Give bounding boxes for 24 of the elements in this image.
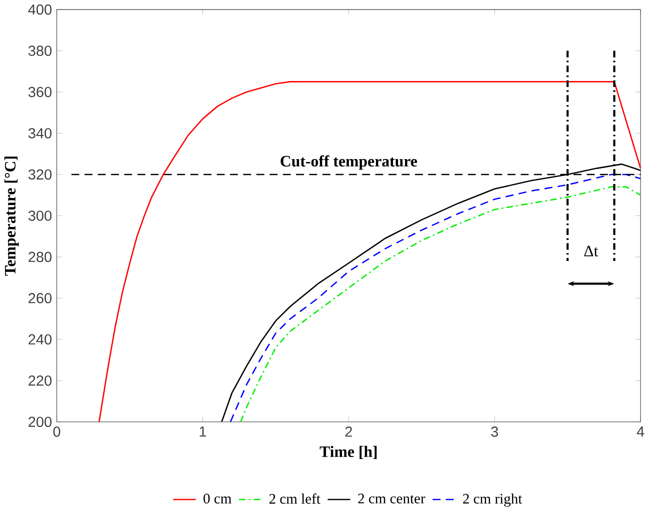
legend-label: 2 cm center [358,494,426,504]
y-tick-label: 200 [28,416,52,428]
x-tick-label: 1 [200,426,206,437]
y-axis-title: Temperature [°C] [4,156,19,276]
y-tick-label: 400 [28,4,52,15]
y-tick-label: 380 [28,46,52,56]
y-tick-label: 360 [28,86,52,98]
y-tick-label: 220 [28,376,52,386]
x-tick-label: 2 [345,426,352,437]
y-tick-label: 240 [28,334,52,345]
x-axis-title: Time [h] [320,446,377,460]
y-tick-label: 320 [28,169,52,180]
x-tick-label: 4 [636,426,644,437]
y-tick-label: 340 [28,128,52,138]
y-tick-label: 280 [28,252,52,262]
ref-line-label: Cut-off temperature [280,155,418,170]
y-tick-label: 260 [28,293,52,304]
legend-label: 2 cm left [269,493,320,504]
annotation: Δt [584,246,598,256]
y-tick-label: 300 [28,210,52,221]
legend-label: 2 cm right [463,494,522,507]
x-tick-label: 3 [491,426,498,437]
legend-label: 0 cm [204,494,232,504]
x-tick-label: 0 [53,426,60,437]
